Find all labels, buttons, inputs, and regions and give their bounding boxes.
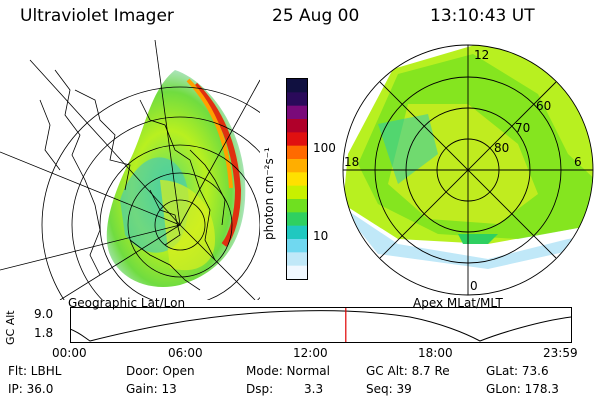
info-gc-alt: GC Alt: 8.7 Re <box>366 364 450 378</box>
mlt-label-6: 6 <box>574 155 582 169</box>
colorbar-segment <box>287 79 307 93</box>
mlt-label-18: 18 <box>344 155 359 169</box>
info-glat: GLat: 73.6 <box>486 364 549 378</box>
mlat-label-60: 60 <box>536 99 551 113</box>
timeline-ytick-1.8: 1.8 <box>34 326 54 340</box>
geographic-grid <box>0 40 260 300</box>
colorbar-segment <box>287 119 307 133</box>
colorbar-tick-10: 10 <box>313 229 329 243</box>
colorbar-segment <box>287 172 307 187</box>
timeline-plot <box>70 307 572 343</box>
instrument-title: Ultraviolet Imager <box>20 6 174 26</box>
colorbar-segment <box>287 145 307 160</box>
colorbar-segment <box>287 185 307 200</box>
timeline-xtick-0600: 06:00 <box>168 346 203 360</box>
geographic-caption: Geographic Lat/Lon <box>68 296 186 310</box>
colorbar-segment <box>287 225 307 240</box>
info-ip: IP: 36.0 <box>8 382 54 396</box>
apex-caption: Apex MLat/MLT <box>413 296 503 310</box>
time-label: 13:10:43 UT <box>430 6 535 26</box>
timeline-xtick-0000: 00:00 <box>52 346 87 360</box>
colorbar-segment <box>287 252 307 267</box>
info-dsp-value: 3.3 <box>304 382 324 396</box>
colorbar-segment <box>287 239 307 253</box>
timeline-xtick-1800: 18:00 <box>418 346 453 360</box>
info-seq: Seq: 39 <box>366 382 412 396</box>
mlat-label-80: 80 <box>494 141 509 155</box>
colorbar-segment <box>287 132 307 147</box>
colorbar-segment <box>287 199 307 213</box>
colorbar-segment <box>287 265 307 280</box>
timeline-ytick-9: 9.0 <box>34 307 54 321</box>
coastlines <box>39 69 226 291</box>
orbit-altitude-curve <box>70 310 572 342</box>
info-filter: Flt: LBHL <box>8 364 62 378</box>
info-door: Door: Open <box>126 364 195 378</box>
mlat-mlt-image: 12 18 6 0 60 70 80 <box>342 44 594 296</box>
mlat-label-70: 70 <box>515 121 530 135</box>
info-gain: Gain: 13 <box>126 382 177 396</box>
date-label: 25 Aug 00 <box>272 6 360 26</box>
mlt-grid <box>342 44 594 296</box>
colorbar-label: photon cm⁻²s⁻¹ <box>262 147 276 240</box>
colorbar-segment <box>287 92 307 107</box>
mlt-label-0: 0 <box>470 279 478 293</box>
geographic-image <box>0 40 260 300</box>
info-glon: GLon: 178.3 <box>486 382 559 396</box>
colorbar-segment <box>287 212 307 227</box>
timeline-xtick-2359: 23:59 <box>543 346 578 360</box>
info-dsp-label: Dsp: <box>246 382 274 396</box>
colorbar-tick-100: 100 <box>313 141 336 155</box>
info-mode: Mode: Normal <box>246 364 330 378</box>
mlt-label-12: 12 <box>474 48 489 62</box>
colorbar <box>286 78 308 280</box>
colorbar-segment <box>287 105 307 120</box>
timeline-xtick-1200: 12:00 <box>293 346 328 360</box>
colorbar-segment <box>287 159 307 173</box>
timeline-ylabel: GC Alt <box>4 310 17 345</box>
